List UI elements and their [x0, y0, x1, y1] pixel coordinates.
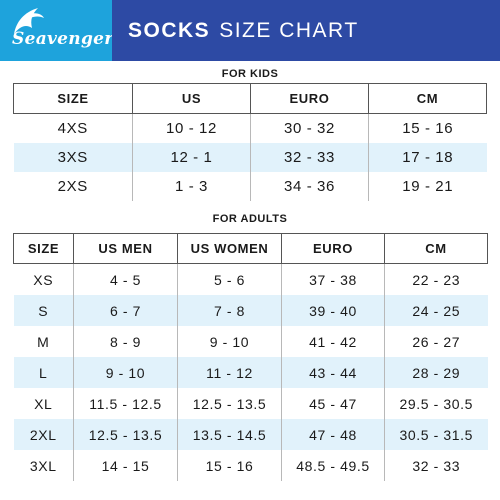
kids-row: 3XS 12 - 1 32 - 33 17 - 18	[13, 143, 487, 172]
adults-cell: 37 - 38	[281, 263, 385, 295]
adults-cell: L	[13, 357, 74, 388]
adults-cell: 24 - 25	[384, 295, 488, 326]
kids-cell: 17 - 18	[368, 143, 487, 172]
adults-cell: 9 - 10	[177, 326, 282, 357]
adults-row: L 9 - 10 11 - 12 43 - 44 28 - 29	[13, 357, 488, 388]
adults-cell: 12.5 - 13.5	[73, 419, 178, 450]
adults-cell: XS	[13, 263, 74, 295]
kids-section-label: FOR KIDS	[221, 68, 279, 80]
brand-logo-text: Seavenger	[12, 29, 112, 49]
adults-header-cell: SIZE	[13, 233, 74, 264]
kids-cell: 19 - 21	[368, 172, 487, 201]
adults-cell: S	[13, 295, 74, 326]
kids-header-cell: US	[132, 83, 251, 114]
kids-header-cell: CM	[368, 83, 487, 114]
adults-cell: 15 - 16	[177, 450, 282, 481]
kids-cell: 34 - 36	[250, 172, 369, 201]
adults-cell: 11 - 12	[177, 357, 282, 388]
adults-size-table: SIZE US MEN US WOMEN EURO CM XS 4 - 5 5 …	[13, 233, 488, 481]
kids-cell: 4XS	[13, 113, 133, 143]
kids-header-cell: EURO	[250, 83, 369, 114]
adults-section-label: FOR ADULTS	[212, 213, 288, 225]
adults-cell: 39 - 40	[281, 295, 385, 326]
kids-cell: 2XS	[13, 172, 133, 201]
adults-cell: 28 - 29	[384, 357, 488, 388]
kids-cell: 12 - 1	[132, 143, 251, 172]
header-banner: Seavenger SOCKS SIZE CHART	[0, 0, 500, 61]
adults-cell: 30.5 - 31.5	[384, 419, 488, 450]
adults-cell: 41 - 42	[281, 326, 385, 357]
kids-size-table: SIZE US EURO CM 4XS 10 - 12 30 - 32 15 -…	[13, 83, 487, 201]
adults-cell: 29.5 - 30.5	[384, 388, 488, 419]
adults-header-cell: US WOMEN	[177, 233, 282, 264]
adults-row: 3XL 14 - 15 15 - 16 48.5 - 49.5 32 - 33	[13, 450, 488, 481]
adults-row: XL 11.5 - 12.5 12.5 - 13.5 45 - 47 29.5 …	[13, 388, 488, 419]
adults-cell: 2XL	[13, 419, 74, 450]
adults-cell: XL	[13, 388, 74, 419]
adults-cell: 43 - 44	[281, 357, 385, 388]
page-title: SOCKS SIZE CHART	[112, 0, 500, 61]
adults-cell: 32 - 33	[384, 450, 488, 481]
adults-cell: 8 - 9	[73, 326, 178, 357]
adults-cell: 3XL	[13, 450, 74, 481]
adults-cell: 12.5 - 13.5	[177, 388, 282, 419]
brand-logo: Seavenger	[0, 0, 112, 61]
adults-cell: 45 - 47	[281, 388, 385, 419]
title-subtitle: SIZE CHART	[219, 18, 359, 42]
adults-cell: 47 - 48	[281, 419, 385, 450]
kids-row: 4XS 10 - 12 30 - 32 15 - 16	[13, 113, 487, 143]
adults-cell: 4 - 5	[73, 263, 178, 295]
adults-header-row: SIZE US MEN US WOMEN EURO CM	[13, 233, 488, 264]
kids-cell: 30 - 32	[250, 113, 369, 143]
adults-row: XS 4 - 5 5 - 6 37 - 38 22 - 23	[13, 263, 488, 295]
adults-row: 2XL 12.5 - 13.5 13.5 - 14.5 47 - 48 30.5…	[13, 419, 488, 450]
kids-cell: 1 - 3	[132, 172, 251, 201]
adults-row: S 6 - 7 7 - 8 39 - 40 24 - 25	[13, 295, 488, 326]
title-product: SOCKS	[128, 18, 211, 42]
adults-row: M 8 - 9 9 - 10 41 - 42 26 - 27	[13, 326, 488, 357]
adults-header-cell: CM	[384, 233, 488, 264]
adults-cell: 11.5 - 12.5	[73, 388, 178, 419]
kids-header-row: SIZE US EURO CM	[13, 83, 487, 114]
adults-cell: 48.5 - 49.5	[281, 450, 385, 481]
adults-cell: 6 - 7	[73, 295, 178, 326]
kids-header-cell: SIZE	[13, 83, 133, 114]
adults-cell: 13.5 - 14.5	[177, 419, 282, 450]
adults-header-cell: EURO	[281, 233, 385, 264]
kids-cell: 10 - 12	[132, 113, 251, 143]
adults-cell: 7 - 8	[177, 295, 282, 326]
fish-fin-icon	[14, 8, 44, 34]
kids-cell: 32 - 33	[250, 143, 369, 172]
adults-cell: 26 - 27	[384, 326, 488, 357]
kids-cell: 3XS	[13, 143, 133, 172]
adults-cell: 9 - 10	[73, 357, 178, 388]
kids-row: 2XS 1 - 3 34 - 36 19 - 21	[13, 172, 487, 201]
adults-cell: 5 - 6	[177, 263, 282, 295]
adults-cell: 14 - 15	[73, 450, 178, 481]
adults-cell: M	[13, 326, 74, 357]
kids-cell: 15 - 16	[368, 113, 487, 143]
adults-header-cell: US MEN	[73, 233, 178, 264]
adults-cell: 22 - 23	[384, 263, 488, 295]
